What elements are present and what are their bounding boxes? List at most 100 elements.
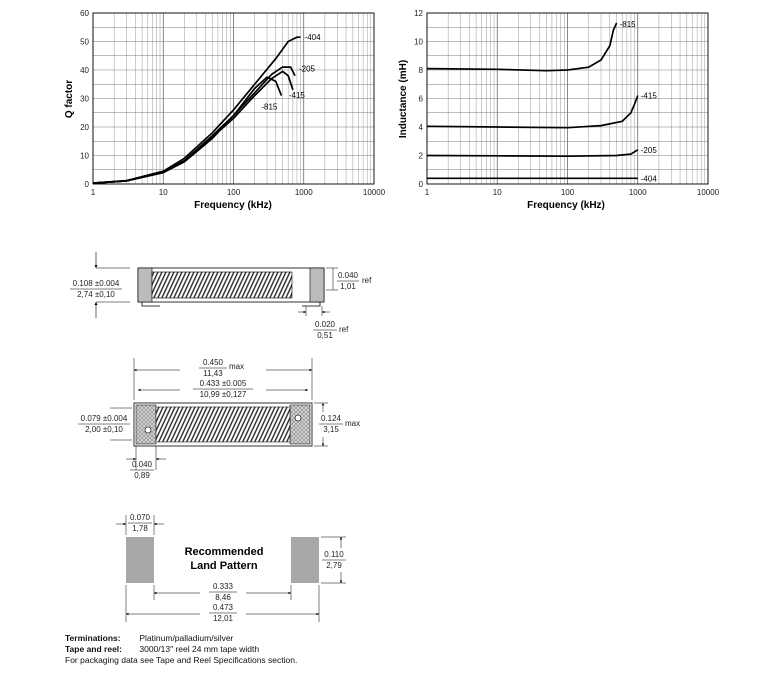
series-label-205: -205	[299, 65, 316, 74]
dim-length-max-in: 0.450	[203, 358, 224, 367]
x-tick-label: 1000	[629, 188, 647, 197]
side-view-drawing: 0.108 ±0.004 2,74 ±0,10 0.040 1,01 ref 0…	[70, 252, 372, 340]
dim-overall-in: 0.473	[213, 603, 234, 612]
y-tick-label: 0	[419, 180, 424, 189]
notes-packaging: For packaging data see Tape and Reel Spe…	[65, 655, 298, 665]
series-label-415: -415	[641, 92, 658, 101]
series-label-415: -415	[289, 91, 306, 100]
dim-lead-ref-note: ref	[339, 325, 349, 334]
x-tick-label: 100	[227, 188, 241, 197]
dim-width-max-mm: 3,15	[323, 425, 339, 434]
side-lead-right	[302, 302, 321, 307]
dim-terminal-in: 0.040	[132, 460, 153, 469]
y-tick-label: 60	[80, 9, 89, 18]
series-label-404: -404	[305, 33, 322, 42]
dim-height-ref-mm: 1,01	[340, 282, 356, 291]
series-label-205: -205	[641, 146, 658, 155]
y-tick-label: 8	[419, 66, 424, 75]
dim-height-in: 0.108 ±0.004	[73, 279, 120, 288]
dim-lead-ref-in: 0.020	[315, 320, 336, 329]
y-tick-label: 30	[80, 95, 89, 104]
y-tick-label: 2	[419, 152, 424, 161]
x-tick-label: 100	[561, 188, 575, 197]
y-tick-label: 4	[419, 123, 424, 132]
y-tick-label: 12	[414, 9, 423, 18]
x-tick-label: 10000	[697, 188, 720, 197]
dim-lead-ref-mm: 0,51	[317, 331, 333, 340]
q-chart-ylabel: Q factor	[64, 80, 75, 118]
x-tick-label: 1	[425, 188, 430, 197]
top-lead-right	[294, 414, 302, 422]
land-pad-right	[291, 537, 319, 583]
x-tick-label: 10000	[363, 188, 386, 197]
terminations-label: Terminations:	[65, 633, 121, 643]
side-lead-left	[141, 302, 160, 307]
dim-width-max-note: max	[345, 419, 360, 428]
side-terminal-left	[137, 267, 153, 303]
side-winding	[151, 271, 293, 299]
series-label-815: -815	[620, 20, 637, 29]
dim-length-max-mm: 11,43	[203, 369, 223, 378]
dim-gap-mm: 8,46	[215, 593, 231, 602]
dim-height-ref-note: ref	[362, 276, 372, 285]
dim-length-body-in: 0.433 ±0.005	[200, 379, 247, 388]
land-pattern-drawing: 0.070 1,78 Recommended Land Pattern 0.11…	[116, 513, 346, 623]
side-terminal-right	[309, 267, 325, 303]
notes-tape: Tape and reel: 3000/13″ reel 24 mm tape …	[65, 644, 297, 655]
top-terminal-left	[135, 404, 157, 445]
dim-height-ref-in: 0.040	[338, 271, 359, 280]
y-tick-label: 10	[414, 38, 423, 47]
series-line-815	[426, 22, 618, 72]
inductance-chart-xlabel: Frequency (kHz)	[527, 200, 605, 211]
inductance-chart-ylabel: Inductance (mH)	[398, 60, 409, 138]
dim-pad-height-mm: 2,79	[326, 561, 342, 570]
dim-pad-width-mm: 1,78	[132, 524, 148, 533]
q-chart-grid	[92, 12, 375, 185]
top-winding	[155, 406, 291, 443]
q-factor-chart: -404 -205 -415 -815 1 10 100 1000 10000 0 10 20 30 4…	[64, 9, 386, 211]
series-line-815	[92, 76, 283, 184]
dim-gap-in: 0.333	[213, 582, 234, 591]
series-line-415	[426, 95, 639, 129]
q-chart-series: -404 -205 -415 -815	[92, 33, 322, 184]
terminations-value: Platinum/palladium/silver	[139, 633, 234, 643]
dim-width-max-in: 0.124	[321, 414, 342, 423]
y-tick-label: 0	[85, 180, 90, 189]
dim-overall-mm: 12,01	[213, 614, 234, 623]
top-view-drawing: 0.450 11,43 max 0.433 ±0.005 10,99 ±0,12…	[78, 358, 360, 480]
dim-terminal-mm: 0,89	[134, 471, 150, 480]
plot-frame	[92, 12, 375, 185]
land-pad-left	[126, 537, 154, 583]
y-tick-label: 50	[80, 38, 89, 47]
x-tick-label: 1000	[295, 188, 313, 197]
notes-terminations: Terminations: Platinum/palladium/silver	[65, 633, 297, 644]
land-pattern-title-1: Recommended	[185, 546, 264, 558]
dim-width-left-in: 0.079 ±0.004	[81, 414, 128, 423]
y-tick-label: 10	[80, 152, 89, 161]
x-tick-label: 10	[159, 188, 168, 197]
inductance-chart-grid	[426, 12, 709, 185]
plot-frame	[426, 12, 709, 185]
dim-length-body-mm: 10,99 ±0,127	[200, 390, 247, 399]
inductance-chart: -815-415-205-404 1 10 100 1000 1000002468101…	[398, 9, 720, 211]
y-tick-label: 40	[80, 66, 89, 75]
tape-value: 3000/13″ reel 24 mm tape width	[139, 644, 260, 654]
y-tick-label: 6	[419, 95, 424, 104]
series-label-404: -404	[641, 174, 658, 183]
land-pattern-title-2: Land Pattern	[190, 560, 258, 572]
series-label-815: -815	[261, 103, 278, 112]
x-tick-label: 1	[91, 188, 96, 197]
q-chart-ticks: 1 10 100 1000 10000 0 10 20 30 40 50 60	[80, 9, 386, 197]
q-chart-xlabel: Frequency (kHz)	[194, 200, 272, 211]
dim-pad-height-in: 0.110	[324, 550, 344, 559]
top-terminal-right	[289, 404, 311, 445]
dim-height-mm: 2,74 ±0,10	[77, 290, 115, 299]
top-lead-left	[144, 426, 152, 434]
dim-pad-width-in: 0.070	[130, 513, 151, 522]
inductance-chart-series: -815 -415 -205 -404	[426, 20, 658, 183]
tape-label: Tape and reel:	[65, 644, 122, 654]
inductance-chart-ticks: 1 10 100 1000 10000 0 2 4 6 8 10 12	[414, 9, 720, 197]
x-tick-label: 10	[493, 188, 502, 197]
dim-length-max-note: max	[229, 362, 244, 371]
